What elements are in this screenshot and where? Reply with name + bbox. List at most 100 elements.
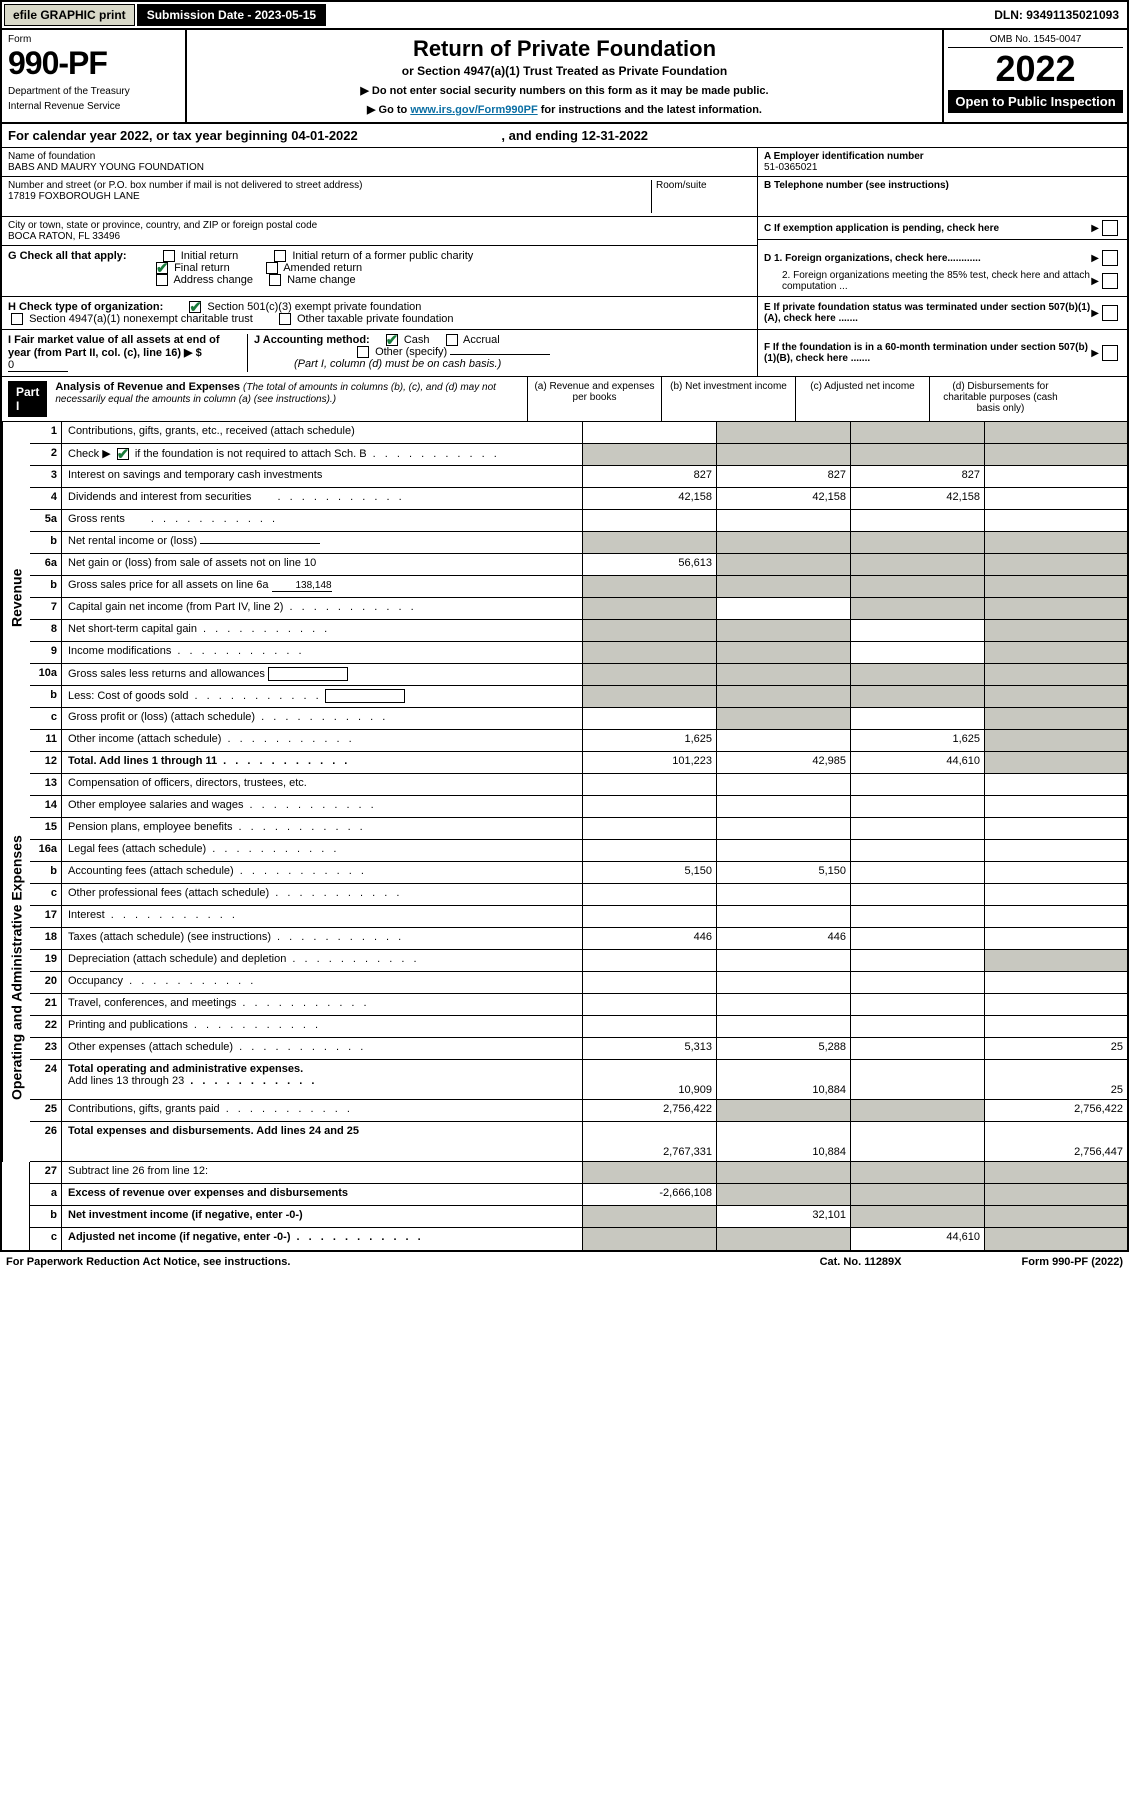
info-section: Name of foundation BABS AND MAURY YOUNG … bbox=[2, 148, 1127, 246]
l25-d: 2,756,422 bbox=[985, 1100, 1127, 1121]
l22-c bbox=[851, 1016, 985, 1037]
l3-c: 827 bbox=[851, 466, 985, 487]
sch-b-checkbox[interactable] bbox=[117, 448, 129, 460]
l24-d: 25 bbox=[985, 1060, 1127, 1099]
line-num: b bbox=[30, 686, 62, 707]
instructions-link[interactable]: www.irs.gov/Form990PF bbox=[410, 104, 537, 116]
cal-pre: For calendar year 2022, or tax year begi… bbox=[8, 128, 291, 143]
line-num: 1 bbox=[30, 422, 62, 443]
l3-d bbox=[985, 466, 1127, 487]
l11-a: 1,625 bbox=[583, 730, 717, 751]
l18-d bbox=[985, 928, 1127, 949]
address-change-checkbox[interactable] bbox=[156, 274, 168, 286]
efile-print-button[interactable]: efile GRAPHIC print bbox=[4, 4, 135, 26]
l23-a: 5,313 bbox=[583, 1038, 717, 1059]
l2-c bbox=[851, 444, 985, 465]
l10a-c bbox=[851, 664, 985, 685]
e-checkbox[interactable] bbox=[1102, 305, 1118, 321]
l26-c bbox=[851, 1122, 985, 1161]
line-num: 6a bbox=[30, 554, 62, 575]
l16a-a bbox=[583, 840, 717, 861]
l24-a: 10,909 bbox=[583, 1060, 717, 1099]
l10b-a bbox=[583, 686, 717, 707]
accrual-label: Accrual bbox=[463, 334, 500, 346]
line-desc: Dividends and interest from securities bbox=[62, 488, 583, 509]
l12-d bbox=[985, 752, 1127, 773]
l8-b bbox=[717, 620, 851, 641]
line-num: b bbox=[30, 532, 62, 553]
l24-c bbox=[851, 1060, 985, 1099]
l9-b bbox=[717, 642, 851, 663]
sec4947-checkbox[interactable] bbox=[11, 313, 23, 325]
l19-a bbox=[583, 950, 717, 971]
l7-b bbox=[717, 598, 851, 619]
ein-cell: A Employer identification number 51-0365… bbox=[758, 148, 1127, 177]
line-desc: Check ▶ if the foundation is not require… bbox=[62, 444, 583, 465]
name-label: Name of foundation bbox=[8, 151, 751, 162]
l6a-a: 56,613 bbox=[583, 554, 717, 575]
line-desc: Gross sales price for all assets on line… bbox=[62, 576, 583, 597]
name-change-label: Name change bbox=[287, 274, 356, 286]
i-j-section: I Fair market value of all assets at end… bbox=[2, 330, 757, 376]
l11-c: 1,625 bbox=[851, 730, 985, 751]
c-exempt-checkbox[interactable] bbox=[1102, 220, 1118, 236]
line-num: 14 bbox=[30, 796, 62, 817]
address-cell: Number and street (or P.O. box number if… bbox=[2, 177, 757, 217]
l3-b: 827 bbox=[717, 466, 851, 487]
line-num: c bbox=[30, 1228, 62, 1250]
sec501-checkbox[interactable] bbox=[189, 301, 201, 313]
l27-d bbox=[985, 1162, 1127, 1183]
city-label: City or town, state or province, country… bbox=[8, 220, 751, 231]
l17-b bbox=[717, 906, 851, 927]
line-num: c bbox=[30, 708, 62, 729]
h-label: H Check type of organization: bbox=[8, 301, 163, 313]
l6a-d bbox=[985, 554, 1127, 575]
l1-b bbox=[717, 422, 851, 443]
d2-checkbox[interactable] bbox=[1102, 273, 1118, 289]
final-return-checkbox[interactable] bbox=[156, 262, 168, 274]
page-footer: For Paperwork Reduction Act Notice, see … bbox=[0, 1252, 1129, 1272]
phone-label: B Telephone number (see instructions) bbox=[764, 180, 1121, 191]
f-checkbox[interactable] bbox=[1102, 345, 1118, 361]
other-taxable-checkbox[interactable] bbox=[279, 313, 291, 325]
l7-d bbox=[985, 598, 1127, 619]
l27c-b bbox=[717, 1228, 851, 1250]
line-desc: Net short-term capital gain bbox=[62, 620, 583, 641]
revenue-section-label: Revenue bbox=[2, 422, 30, 774]
accrual-checkbox[interactable] bbox=[446, 334, 458, 346]
initial-former-checkbox[interactable] bbox=[274, 250, 286, 262]
line-desc: Compensation of officers, directors, tru… bbox=[62, 774, 583, 795]
i-j-f-row: I Fair market value of all assets at end… bbox=[2, 330, 1127, 377]
l14-b bbox=[717, 796, 851, 817]
form-subtitle: or Section 4947(a)(1) Trust Treated as P… bbox=[197, 64, 932, 78]
name-change-checkbox[interactable] bbox=[269, 274, 281, 286]
note2-post: for instructions and the latest informat… bbox=[538, 104, 762, 116]
address-change-label: Address change bbox=[173, 274, 253, 286]
amended-return-checkbox[interactable] bbox=[266, 262, 278, 274]
other-method-checkbox[interactable] bbox=[357, 346, 369, 358]
line-num: 21 bbox=[30, 994, 62, 1015]
form-container: efile GRAPHIC print Submission Date - 20… bbox=[0, 0, 1129, 1252]
l2-b bbox=[717, 444, 851, 465]
l19-d bbox=[985, 950, 1127, 971]
l16c-d bbox=[985, 884, 1127, 905]
cash-checkbox[interactable] bbox=[386, 334, 398, 346]
l9-c bbox=[851, 642, 985, 663]
c-exempt-label: C If exemption application is pending, c… bbox=[764, 223, 1091, 234]
f-label: F If the foundation is in a 60-month ter… bbox=[764, 342, 1091, 364]
l10b-d bbox=[985, 686, 1127, 707]
l26-a: 2,767,331 bbox=[583, 1122, 717, 1161]
submission-date: Submission Date - 2023-05-15 bbox=[137, 4, 326, 26]
l10a-b bbox=[717, 664, 851, 685]
l12-a: 101,223 bbox=[583, 752, 717, 773]
l15-c bbox=[851, 818, 985, 839]
l13-d bbox=[985, 774, 1127, 795]
address-label: Number and street (or P.O. box number if… bbox=[8, 180, 651, 191]
line-desc: Taxes (attach schedule) (see instruction… bbox=[62, 928, 583, 949]
spacer bbox=[2, 1162, 30, 1250]
l17-c bbox=[851, 906, 985, 927]
line-num: 10a bbox=[30, 664, 62, 685]
l13-c bbox=[851, 774, 985, 795]
l9-d bbox=[985, 642, 1127, 663]
d1-checkbox[interactable] bbox=[1102, 250, 1118, 266]
